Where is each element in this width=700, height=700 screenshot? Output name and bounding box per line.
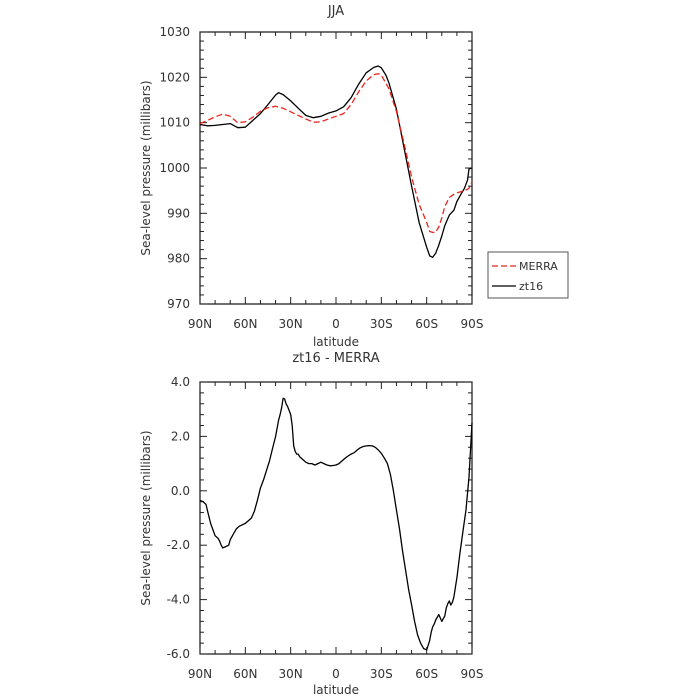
- chart-title: zt16 - MERRA: [292, 351, 379, 366]
- y-tick-label: 4.0: [171, 375, 190, 389]
- y-tick-label: 970: [167, 297, 190, 311]
- y-axis-label: Sea-level pressure (millibars): [139, 80, 153, 255]
- legend-box: [487, 251, 569, 299]
- x-axis-label: latitude: [313, 335, 359, 349]
- y-tick-label: 1030: [159, 25, 190, 39]
- y-tick-label: 980: [167, 252, 190, 266]
- x-tick-label: 90N: [188, 317, 212, 331]
- x-tick-label: 30S: [370, 667, 393, 681]
- x-tick-label: 60N: [233, 317, 257, 331]
- x-tick-label: 30S: [370, 317, 393, 331]
- x-tick-label: 0: [332, 667, 340, 681]
- x-axis-label: latitude: [313, 683, 359, 697]
- x-tick-label: 60S: [415, 667, 438, 681]
- y-tick-label: -2.0: [167, 538, 190, 552]
- legend-label-merra: MERRA: [519, 260, 558, 273]
- x-tick-label: 90S: [461, 317, 484, 331]
- y-tick-label: 1020: [159, 70, 190, 84]
- plot-frame: [199, 31, 473, 305]
- y-axis-label: Sea-level pressure (millibars): [139, 430, 153, 605]
- series-line-merra: [199, 73, 473, 234]
- y-tick-label: -6.0: [167, 647, 190, 661]
- chart-title: JJA: [327, 4, 344, 19]
- x-tick-label: 60S: [415, 317, 438, 331]
- x-tick-label: 30N: [279, 317, 303, 331]
- y-tick-label: 1000: [159, 161, 190, 175]
- x-tick-label: 90S: [461, 667, 484, 681]
- plot-frame: [199, 381, 473, 655]
- series-line-zt16: [199, 65, 473, 258]
- legend-label-zt16: zt16: [519, 280, 543, 293]
- y-tick-label: 2.0: [171, 429, 190, 443]
- x-tick-label: 60N: [233, 667, 257, 681]
- bottom-chart-panel: zt16 - MERRA 90N 60N 30N 0 30S 60S 90S -6.0 -4.0 -…: [139, 351, 483, 697]
- top-chart-panel: JJA 90N 60N 30N 0 30S 60S 90S 970 980 990 1000 1010 1…: [139, 4, 569, 349]
- x-tick-label: 90N: [188, 667, 212, 681]
- y-tick-label: -4.0: [167, 593, 190, 607]
- x-tick-label: 30N: [279, 667, 303, 681]
- series-line-difference: [199, 397, 473, 651]
- y-tick-label: 990: [167, 206, 190, 220]
- y-tick-label: 0.0: [171, 484, 190, 498]
- x-tick-label: 0: [332, 317, 340, 331]
- y-tick-label: 1010: [159, 116, 190, 130]
